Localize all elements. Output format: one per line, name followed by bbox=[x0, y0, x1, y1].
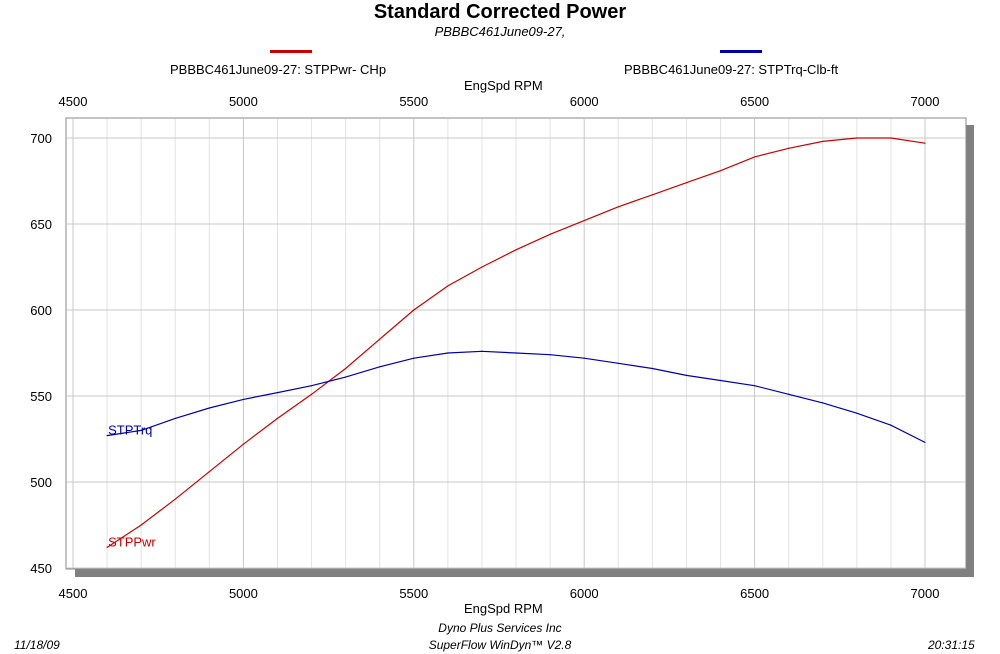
footer-date: 11/18/09 bbox=[14, 638, 60, 652]
data-point bbox=[719, 379, 722, 382]
data-point bbox=[447, 285, 449, 287]
data-point bbox=[242, 443, 244, 445]
data-point bbox=[924, 441, 926, 444]
x-tick-label-top: 4500 bbox=[59, 94, 88, 109]
y-tick-label: 700 bbox=[30, 131, 52, 146]
data-point bbox=[379, 338, 381, 340]
legend-swatch-power bbox=[270, 50, 312, 53]
x-axis-title-bottom: EngSpd RPM bbox=[464, 601, 543, 616]
data-point bbox=[140, 524, 142, 526]
data-point bbox=[413, 357, 415, 359]
data-point bbox=[617, 206, 619, 208]
x-tick-label-bottom: 5500 bbox=[399, 586, 428, 601]
data-point bbox=[856, 137, 858, 139]
data-point bbox=[345, 367, 347, 370]
legend-label-power: PBBBC461June09-27: STPPwr- CHp bbox=[170, 62, 387, 77]
x-tick-label-bottom: 7000 bbox=[911, 586, 940, 601]
footer-company: Dyno Plus Services Inc bbox=[438, 621, 562, 635]
x-tick-label-top: 5500 bbox=[399, 94, 428, 109]
x-tick-label-top: 6000 bbox=[570, 94, 599, 109]
x-tick-label-bottom: 4500 bbox=[59, 586, 88, 601]
data-point bbox=[617, 362, 619, 364]
data-point bbox=[822, 402, 824, 404]
data-point bbox=[651, 367, 653, 370]
y-tick-label: 500 bbox=[30, 475, 52, 490]
plot-shadow-right bbox=[966, 125, 974, 577]
data-point bbox=[276, 391, 279, 394]
data-point bbox=[379, 366, 381, 368]
data-point bbox=[788, 147, 790, 149]
data-point bbox=[106, 434, 108, 437]
data-point bbox=[174, 417, 176, 419]
data-point bbox=[685, 182, 688, 184]
data-point bbox=[276, 417, 279, 419]
data-point bbox=[924, 142, 926, 144]
data-point bbox=[685, 374, 688, 376]
data-point bbox=[208, 471, 210, 473]
data-point bbox=[242, 398, 244, 401]
data-point bbox=[856, 412, 858, 414]
data-point bbox=[754, 156, 756, 158]
data-point bbox=[549, 233, 551, 235]
footer-software: SuperFlow WinDyn™ V2.8 bbox=[428, 638, 572, 652]
y-tick-label: 450 bbox=[30, 561, 52, 576]
data-point bbox=[890, 137, 892, 139]
data-point bbox=[719, 170, 722, 172]
y-tick-label: 550 bbox=[30, 389, 52, 404]
data-point bbox=[174, 498, 176, 500]
legend-swatch-torque bbox=[720, 50, 762, 53]
data-point bbox=[890, 424, 892, 426]
data-point bbox=[822, 140, 824, 143]
data-point bbox=[413, 309, 415, 311]
data-point bbox=[310, 385, 313, 387]
data-point bbox=[549, 354, 551, 356]
x-tick-label-top: 5000 bbox=[229, 94, 258, 109]
y-tick-label: 600 bbox=[30, 303, 52, 318]
data-point bbox=[345, 376, 347, 378]
series-end-label-1: STPTrq bbox=[108, 423, 152, 438]
data-point bbox=[515, 352, 517, 354]
data-point bbox=[583, 357, 585, 359]
x-tick-labels: 4500 4500 5000 5000 5500 5500 6000 6000 6500 6500… bbox=[59, 94, 940, 601]
data-point bbox=[447, 352, 449, 354]
x-tick-label-top: 6500 bbox=[740, 94, 769, 109]
data-point bbox=[515, 249, 517, 251]
y-tick-label: 650 bbox=[30, 217, 52, 232]
x-tick-label-top: 7000 bbox=[911, 94, 940, 109]
data-point bbox=[481, 266, 483, 268]
x-tick-label-bottom: 6000 bbox=[570, 586, 599, 601]
data-point bbox=[310, 393, 313, 395]
plot-shadow-bottom bbox=[75, 569, 974, 577]
data-point bbox=[140, 429, 142, 431]
data-point bbox=[481, 350, 483, 352]
series-end-label-0: STPPwr bbox=[108, 534, 156, 549]
chart-title: Standard Corrected Power bbox=[373, 1, 627, 23]
data-point bbox=[106, 546, 108, 548]
data-point bbox=[754, 385, 756, 387]
y-tick-labels: 450 500 550 600 650 700 bbox=[30, 131, 52, 576]
x-tick-label-bottom: 6500 bbox=[740, 586, 769, 601]
legend-label-torque: PBBBC461June09-27: STPTrq-Clb-ft bbox=[624, 62, 839, 77]
x-axis-title-top: EngSpd RPM bbox=[464, 78, 543, 93]
data-point bbox=[788, 393, 790, 395]
footer-time: 20:31:15 bbox=[928, 638, 975, 652]
grid bbox=[67, 119, 965, 569]
data-point bbox=[583, 219, 585, 222]
data-point bbox=[208, 407, 210, 409]
series-lines: STPPwr STPTrq bbox=[106, 137, 926, 549]
data-point bbox=[651, 194, 653, 196]
x-tick-label-bottom: 5000 bbox=[229, 586, 258, 601]
chart-subtitle: PBBBC461June09-27, bbox=[434, 24, 566, 39]
